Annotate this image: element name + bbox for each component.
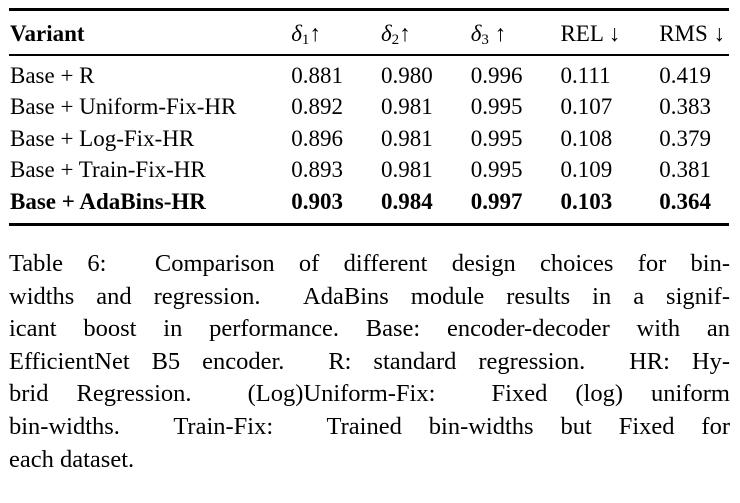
cell-delta1: 0.896: [291, 125, 343, 151]
cell-rms: 0.383: [659, 94, 711, 119]
cell-delta1: 0.893: [291, 157, 343, 182]
cell-delta3: 0.995: [470, 125, 523, 151]
caption-line: icant boost in performance. Base: encode…: [9, 315, 730, 343]
caption-line: bin-widths. Train-Fix: Trained bin-width…: [9, 412, 730, 440]
table-row: Base + Uniform-Fix-HR 0.892 0.981 0.995 …: [9, 91, 729, 123]
cell-delta2: 0.981: [380, 157, 433, 182]
mid-rule: [9, 54, 729, 56]
cell-delta1: 0.892: [291, 94, 343, 119]
bottom-rule: [9, 223, 729, 226]
caption-line: widths and regression. AdaBins module re…: [9, 282, 730, 310]
cell-delta1: 0.903: [291, 188, 343, 214]
header-row: Variant δ1↑ δ2↑ δ3 ↑ REL ↓ RMS ↓: [9, 11, 729, 54]
table-row: Base + R 0.881 0.980 0.996 0.111 0.419: [9, 60, 729, 92]
cell-rms: 0.381: [659, 157, 711, 182]
cell-delta2: 0.980: [380, 62, 433, 88]
table-row-best: Base + AdaBins-HR 0.903 0.984 0.997 0.10…: [9, 186, 729, 218]
table-caption: Table 6: Comparison of different design …: [9, 248, 730, 476]
header-delta2: δ2↑: [380, 21, 411, 48]
cell-rel: 0.111: [560, 62, 611, 88]
table-row: Base + Train-Fix-HR 0.893 0.981 0.995 0.…: [9, 154, 729, 186]
cell-variant: Base + Uniform-Fix-HR: [10, 94, 237, 119]
caption-line: EfficientNet B5 encoder. R: standard reg…: [9, 347, 730, 375]
cell-variant: Base + AdaBins-HR: [10, 188, 206, 214]
cell-delta3: 0.997: [470, 188, 523, 214]
header-rel: REL ↓: [560, 21, 621, 46]
table-body: Base + R 0.881 0.980 0.996 0.111 0.419 B…: [9, 56, 729, 224]
cell-rms: 0.364: [659, 188, 711, 214]
cell-delta3: 0.995: [470, 157, 523, 182]
table-row: Base + Log-Fix-HR 0.896 0.981 0.995 0.10…: [9, 123, 729, 155]
header-delta1: δ1↑: [291, 21, 321, 48]
cell-variant: Base + Train-Fix-HR: [10, 157, 206, 182]
cell-rel: 0.103: [560, 188, 613, 214]
cell-delta2: 0.984: [380, 188, 433, 214]
cell-variant: Base + R: [10, 62, 95, 88]
cell-delta2: 0.981: [380, 125, 433, 151]
cell-variant: Base + Log-Fix-HR: [10, 125, 195, 151]
cell-rel: 0.108: [560, 125, 613, 151]
header-delta3: δ3 ↑: [470, 21, 507, 48]
cell-rms: 0.379: [659, 125, 711, 151]
results-table: Variant δ1↑ δ2↑ δ3 ↑ REL ↓ RMS ↓ Base + …: [9, 8, 729, 226]
cell-rel: 0.109: [560, 157, 613, 182]
cell-delta3: 0.996: [470, 62, 523, 88]
top-rule: [9, 8, 729, 11]
cell-delta1: 0.881: [291, 62, 343, 88]
caption-line: Table 6: Comparison of different design …: [9, 250, 730, 277]
caption-line: brid Regression. (Log)Uniform-Fix: Fixed…: [9, 380, 730, 408]
cell-rms: 0.419: [659, 62, 711, 88]
cell-rel: 0.107: [560, 94, 613, 119]
header-variant: Variant: [10, 21, 85, 46]
cell-delta2: 0.981: [380, 94, 433, 119]
cell-delta3: 0.995: [470, 94, 523, 119]
caption-line: each dataset.: [9, 445, 135, 473]
header-rms: RMS ↓: [659, 21, 726, 46]
